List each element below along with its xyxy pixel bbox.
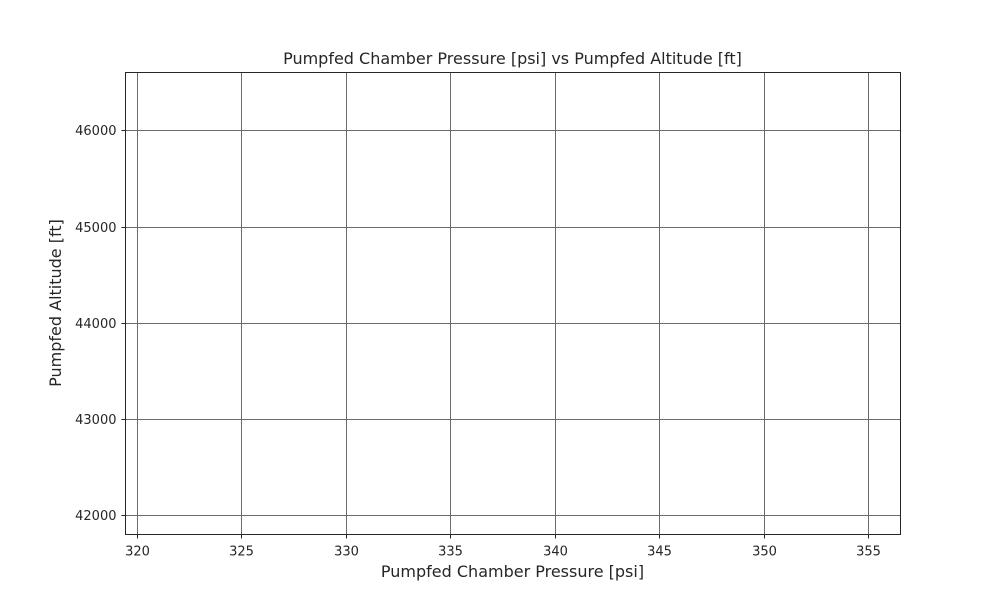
y-tick-label: 45000 (75, 221, 116, 236)
chart-title: Pumpfed Chamber Pressure [psi] vs Pumpfe… (283, 49, 742, 68)
x-tick-label: 340 (543, 545, 568, 560)
x-tick-label: 325 (229, 545, 254, 560)
x-tick-label: 335 (438, 545, 463, 560)
ticks: 320 325 330 335 340 345 350 355 42000 43000 44000 4… (75, 124, 881, 560)
x-axis-label: Pumpfed Chamber Pressure [psi] (381, 562, 644, 581)
y-axis-label: Pumpfed Altitude [ft] (46, 219, 65, 387)
plot-frame (125, 72, 901, 535)
y-tick-label: 44000 (75, 317, 116, 332)
y-tick-label: 43000 (75, 413, 116, 428)
y-tick-label: 42000 (75, 509, 116, 524)
x-tick-label: 320 (125, 545, 150, 560)
x-tick-label: 345 (647, 545, 672, 560)
y-tick-label: 46000 (75, 124, 116, 139)
x-tick-label: 350 (752, 545, 777, 560)
x-tick-label: 330 (334, 545, 359, 560)
x-tick-label: 355 (856, 545, 881, 560)
grid (125, 72, 901, 535)
